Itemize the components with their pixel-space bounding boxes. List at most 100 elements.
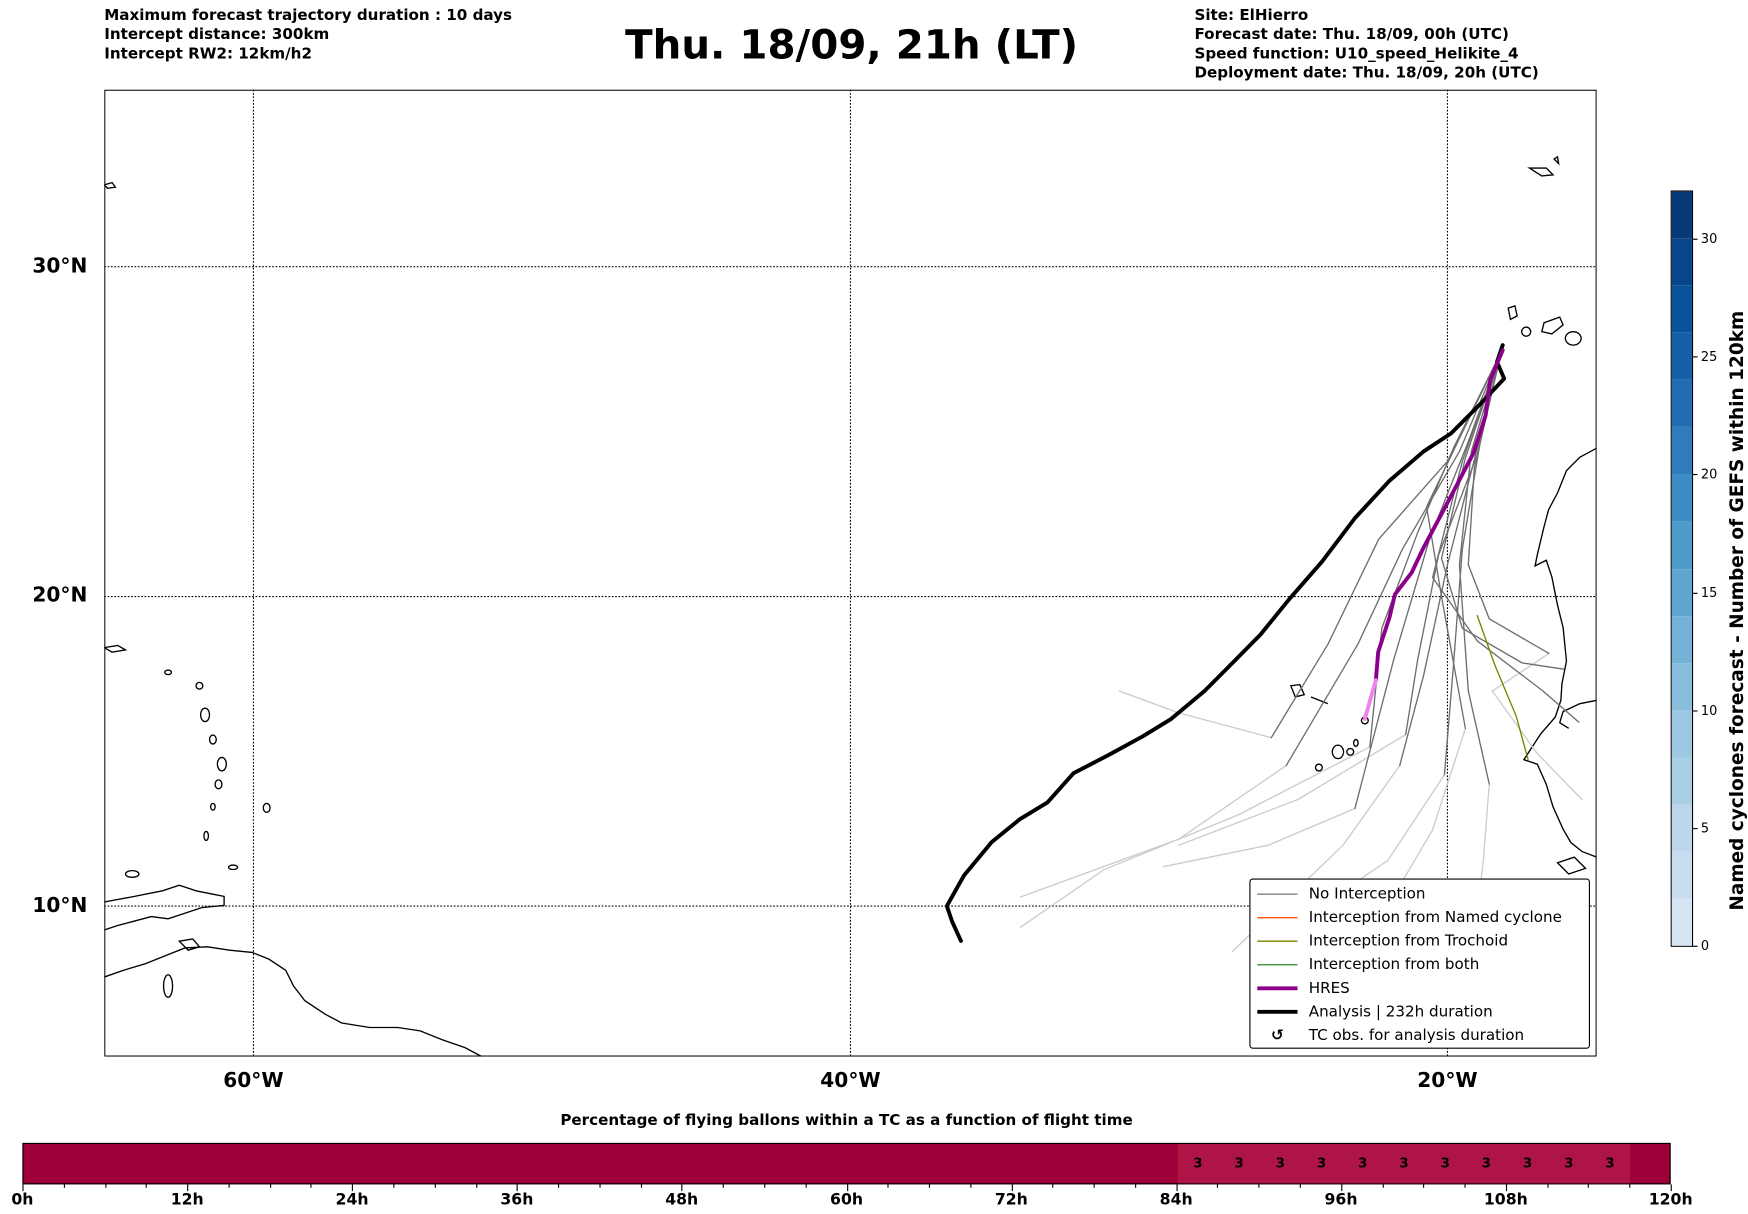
timebar-tick (805, 1184, 807, 1188)
timebar-value: 3 (1358, 1155, 1368, 1171)
colorbar-band (1671, 568, 1692, 616)
map-frame (104, 89, 1597, 1057)
colorbar-tick-label: 20 (1700, 466, 1718, 483)
guinea-islands (1556, 856, 1587, 875)
timebar-tick (146, 1184, 148, 1188)
speed-function-text: Speed function: U10_speed_Helikite_4 (1194, 44, 1519, 63)
colorbar-band (1671, 710, 1692, 758)
legend-label: Interception from both (1308, 955, 1480, 974)
analysis-trajectory (944, 343, 1507, 943)
africa-bulge (1558, 699, 1597, 729)
colorbar-band (1671, 427, 1692, 475)
timebar-value: 3 (1522, 1155, 1533, 1171)
legend-label: TC obs. for analysis duration (1308, 1025, 1525, 1044)
venezuela-coast (104, 884, 225, 931)
colorbar-tick-label: 15 (1700, 584, 1718, 601)
timebar-title: Percentage of flying ballons within a TC… (560, 1111, 1133, 1130)
coastlines (104, 155, 1597, 1057)
colorbar-band (1671, 332, 1692, 381)
timebar-tick-label: 60h (830, 1191, 864, 1210)
timebar-tick-label: 96h (1324, 1191, 1358, 1210)
cape-verde (1289, 683, 1369, 772)
gridlines (104, 89, 1597, 1057)
timebar-value: 3 (1440, 1155, 1450, 1171)
timebar-tick (1423, 1184, 1425, 1188)
deployment-date-text: Deployment date: Thu. 18/09, 20h (UTC) (1194, 63, 1539, 82)
ensemble-trajectory (1458, 351, 1502, 785)
timebar-tick (63, 1184, 65, 1188)
timebar: 3 3 3 3 3 3 3 3 3 3 3 (22, 1142, 1671, 1185)
legend-label: No Interception (1308, 884, 1426, 903)
site-text: Site: ElHierro (1194, 6, 1309, 25)
longitude-label: 40°W (820, 1068, 881, 1093)
figure-title: Thu. 18/09, 21h (LT) (625, 22, 1079, 69)
timebar-tick (1217, 1184, 1219, 1188)
colorbar-band (1671, 380, 1692, 428)
colorbar-band (1671, 757, 1692, 805)
timebar-value: 3 (1275, 1155, 1285, 1171)
colorbar-tick-label: 0 (1700, 937, 1710, 954)
legend-item-both: Interception from both (1250, 952, 1479, 976)
post-flight-trajectory (1019, 746, 1371, 928)
trajectories (944, 343, 1583, 953)
timebar-value: 3 (1481, 1155, 1492, 1171)
colorbar-tick (1691, 592, 1698, 594)
timebar-tick (1299, 1184, 1301, 1188)
ensemble-trajectory (1285, 351, 1502, 767)
intercept-distance-text: Intercept distance: 300km (104, 25, 330, 44)
africa-coast (1522, 447, 1597, 858)
colorbar-tick (1691, 238, 1698, 240)
timebar-tick (1052, 1184, 1054, 1188)
timebar-value: 3 (1316, 1155, 1327, 1171)
timebar-tick-label: 120h (1648, 1191, 1693, 1210)
timebar-tick (846, 1184, 848, 1192)
puerto-rico (104, 644, 128, 653)
timebar-tick (1464, 1184, 1466, 1188)
timebar-tick-label: 0h (11, 1191, 34, 1210)
timebar-tick (516, 1184, 519, 1192)
timebar-tick-label: 24h (335, 1191, 369, 1210)
timebar-tick (558, 1184, 560, 1188)
legend-item-tc-obs: ↺ TC obs. for analysis duration (1250, 1023, 1524, 1047)
colorbar-band (1671, 285, 1692, 333)
tc-obs-icon: ↺ (1271, 1025, 1284, 1044)
colorbar-band (1671, 898, 1692, 946)
timebar-value: 3 (1399, 1155, 1409, 1171)
ensemble-trajectory (1440, 351, 1565, 670)
header-left: Maximum forecast trajectory duration : 1… (104, 7, 512, 64)
colorbar-tick (1691, 710, 1698, 712)
timebar-tick (1176, 1184, 1178, 1192)
colorbar-tick (1691, 827, 1698, 829)
hres-trajectory-tail (1362, 678, 1378, 721)
timebar-tick (228, 1184, 230, 1188)
latitude-label: 10°N (32, 893, 88, 918)
timebar-value: 3 (1234, 1155, 1244, 1171)
timebar-tick (1547, 1184, 1549, 1188)
timebar-tick (352, 1184, 354, 1192)
timebar-tick (722, 1184, 725, 1188)
canary-islands (1507, 305, 1582, 346)
timebar-tick (928, 1184, 931, 1188)
legend: No Interception Interception from Named … (1249, 878, 1590, 1049)
timebar-tick (1505, 1184, 1507, 1192)
timebar-tick-label: 72h (994, 1191, 1028, 1210)
ensemble-trajectory (1431, 351, 1580, 723)
timebar-tick-label: 12h (170, 1191, 204, 1210)
colorbar-band (1671, 474, 1692, 522)
timebar-tick (764, 1184, 766, 1188)
timebar-tick (1588, 1184, 1590, 1188)
colorbar-tick-label: 5 (1700, 820, 1710, 836)
timebar-tick-label: 48h (665, 1191, 699, 1210)
max-duration-text: Maximum forecast trajectory duration : 1… (104, 6, 513, 25)
timebar-tick (681, 1184, 683, 1192)
colorbar-band (1671, 238, 1692, 286)
timebar-tick (22, 1184, 24, 1192)
timebar-tick (1629, 1184, 1631, 1188)
timebar-tick (1011, 1184, 1013, 1192)
timebar-tick (104, 1184, 106, 1188)
timebar-tick (1093, 1184, 1095, 1188)
legend-item-hres: HRES (1250, 976, 1350, 1000)
colorbar-band (1671, 662, 1692, 711)
legend-item-named-cyclone: Interception from Named cyclone (1250, 905, 1562, 929)
timebar-tick (1134, 1184, 1137, 1188)
